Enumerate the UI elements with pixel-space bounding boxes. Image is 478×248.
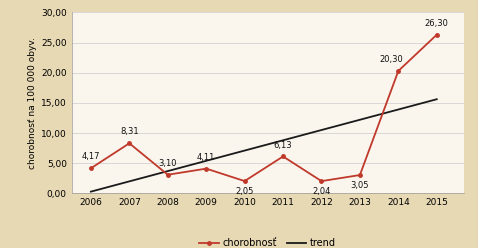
Text: 2,04: 2,04 <box>312 187 331 196</box>
chorobnosť <box>165 173 171 176</box>
chorobnosť <box>127 142 132 145</box>
chorobnosť <box>280 155 286 158</box>
Line: chorobnosť: chorobnosť <box>89 33 438 183</box>
chorobnosť <box>395 69 401 72</box>
trend <box>127 180 132 183</box>
trend <box>280 139 286 142</box>
trend <box>319 128 325 131</box>
chorobnosť <box>88 167 94 170</box>
Text: 2,05: 2,05 <box>236 187 254 196</box>
trend <box>357 118 363 121</box>
chorobnosť <box>319 180 325 183</box>
trend <box>88 190 94 193</box>
Text: 8,31: 8,31 <box>120 127 139 136</box>
Legend: chorobnosť, trend: chorobnosť, trend <box>196 235 340 248</box>
trend <box>165 170 171 173</box>
Text: 20,30: 20,30 <box>380 55 403 64</box>
Text: 26,30: 26,30 <box>425 19 449 28</box>
Text: 6,13: 6,13 <box>274 141 293 150</box>
Y-axis label: chorobnosť na 100 000 obyv.: chorobnosť na 100 000 obyv. <box>28 37 37 169</box>
Text: 3,10: 3,10 <box>159 159 177 168</box>
trend <box>203 159 209 162</box>
Text: 3,05: 3,05 <box>351 181 369 190</box>
Text: 4,11: 4,11 <box>197 153 216 162</box>
chorobnosť <box>434 33 440 36</box>
chorobnosť <box>203 167 209 170</box>
Line: trend: trend <box>91 99 437 192</box>
trend <box>434 98 440 101</box>
chorobnosť <box>357 174 363 177</box>
trend <box>242 149 248 152</box>
chorobnosť <box>242 180 248 183</box>
trend <box>395 108 401 111</box>
Text: 4,17: 4,17 <box>82 152 100 161</box>
